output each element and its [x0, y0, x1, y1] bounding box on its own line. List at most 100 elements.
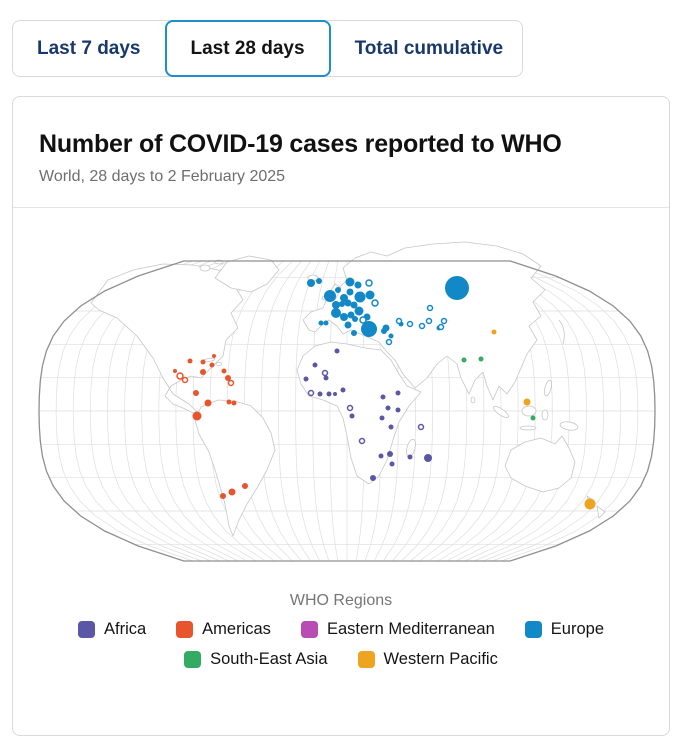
map-bubble-americas[interactable] — [228, 488, 236, 496]
map-bubble-europe[interactable] — [307, 279, 315, 287]
map-bubble-europe[interactable] — [371, 299, 379, 307]
map-bubble-americas[interactable] — [193, 390, 199, 396]
map-bubble-europe[interactable] — [354, 281, 362, 289]
map-bubble-europe[interactable] — [385, 338, 393, 346]
legend-label-eastern-mediterranean: Eastern Mediterranean — [326, 620, 495, 638]
map-bubble-americas[interactable] — [176, 372, 184, 380]
map-bubble-americas[interactable] — [225, 375, 231, 381]
map-bubble-europe[interactable] — [345, 277, 355, 287]
map-bubble-americas[interactable] — [212, 354, 216, 358]
map-bubble-americas[interactable] — [221, 368, 227, 374]
map-bubble-western-pacific[interactable] — [523, 398, 531, 406]
map-bubble-africa[interactable] — [387, 451, 393, 457]
map-bubble-europe[interactable] — [361, 321, 377, 337]
map-bubble-africa[interactable] — [307, 389, 315, 397]
map-bubble-western-pacific[interactable] — [491, 329, 497, 335]
continent-australia — [504, 435, 576, 493]
map-bubble-europe[interactable] — [354, 306, 364, 316]
map-bubble-africa[interactable] — [333, 392, 337, 396]
map-bubble-africa[interactable] — [378, 453, 384, 459]
map-bubble-americas[interactable] — [181, 376, 189, 384]
map-bubble-europe[interactable] — [318, 320, 324, 326]
map-bubble-europe[interactable] — [332, 301, 340, 309]
map-bubble-europe[interactable] — [406, 320, 414, 328]
map-bubble-americas[interactable] — [200, 359, 206, 365]
map-bubble-africa[interactable] — [349, 413, 355, 419]
map-bubble-americas[interactable] — [220, 493, 226, 499]
map-bubble-europe[interactable] — [347, 311, 355, 319]
map-bubble-south-east-asia[interactable] — [530, 415, 536, 421]
tab-last-28-days[interactable]: Last 28 days — [164, 20, 331, 77]
map-bubble-europe[interactable] — [344, 299, 352, 307]
map-bubble-europe[interactable] — [440, 317, 448, 325]
map-bubble-europe[interactable] — [388, 333, 394, 339]
map-bubble-europe[interactable] — [350, 301, 358, 309]
map-bubble-americas[interactable] — [209, 362, 215, 368]
map-bubble-europe[interactable] — [346, 288, 354, 296]
map-bubble-europe[interactable] — [340, 313, 348, 321]
map-bubbles — [173, 276, 596, 510]
map-bubble-africa[interactable] — [388, 424, 394, 430]
map-bubble-europe[interactable] — [354, 291, 366, 303]
map-bubble-africa[interactable] — [321, 369, 329, 377]
map-bubble-americas[interactable] — [173, 369, 177, 373]
map-bubble-europe[interactable] — [335, 287, 341, 293]
map-bubble-africa[interactable] — [380, 394, 386, 400]
map-bubble-europe[interactable] — [365, 279, 373, 287]
map-bubble-americas[interactable] — [200, 369, 206, 375]
map-bubble-europe[interactable] — [316, 278, 322, 284]
map-bubble-europe[interactable] — [425, 317, 433, 325]
map-bubble-americas[interactable] — [187, 358, 193, 364]
map-bubble-europe[interactable] — [339, 301, 345, 307]
map-bubble-americas[interactable] — [231, 400, 237, 406]
map-bubble-south-east-asia[interactable] — [461, 357, 467, 363]
map-bubble-africa[interactable] — [346, 404, 354, 412]
map-bubble-africa[interactable] — [334, 348, 340, 354]
map-bubble-africa[interactable] — [340, 387, 346, 393]
legend-item-south-east-asia: South-East Asia — [184, 650, 328, 669]
map-bubble-africa[interactable] — [385, 405, 391, 411]
map-bubble-western-pacific[interactable] — [584, 498, 596, 510]
tab-last-7-days[interactable]: Last 7 days — [37, 37, 141, 59]
map-bubble-europe[interactable] — [426, 304, 434, 312]
map-bubble-africa[interactable] — [379, 415, 385, 421]
map-bubble-europe[interactable] — [352, 316, 358, 322]
map-bubble-europe[interactable] — [344, 321, 352, 329]
map-bubble-africa[interactable] — [303, 376, 309, 382]
map-bubble-europe[interactable] — [437, 323, 445, 331]
island-new-guinea — [559, 421, 579, 431]
map-bubble-africa[interactable] — [370, 475, 376, 481]
map-bubble-americas[interactable] — [242, 483, 248, 489]
map-bubble-europe[interactable] — [351, 330, 357, 336]
map-bubble-africa[interactable] — [358, 437, 366, 445]
map-bubble-africa[interactable] — [407, 454, 413, 460]
map-bubble-africa[interactable] — [326, 391, 332, 397]
map-bubble-europe[interactable] — [323, 320, 329, 326]
map-bubble-europe[interactable] — [418, 322, 426, 330]
map-bubble-africa[interactable] — [395, 390, 401, 396]
map-bubble-africa[interactable] — [312, 362, 318, 368]
map-bubble-africa[interactable] — [424, 454, 432, 462]
map-bubble-europe[interactable] — [365, 290, 375, 300]
report-card: Number of COVID-19 cases reported to WHO… — [12, 96, 670, 736]
island-japan — [558, 319, 565, 345]
map-bubble-europe[interactable] — [340, 294, 348, 302]
map-bubble-europe[interactable] — [331, 308, 341, 318]
map-bubble-europe[interactable] — [324, 290, 336, 302]
map-bubble-europe[interactable] — [395, 317, 403, 325]
map-bubble-africa[interactable] — [395, 407, 401, 413]
map-bubble-africa[interactable] — [323, 375, 329, 381]
continent-eurasia — [302, 241, 546, 401]
map-bubble-americas[interactable] — [227, 379, 235, 387]
map-bubble-europe[interactable] — [381, 328, 387, 334]
map-bubble-americas[interactable] — [226, 399, 232, 405]
map-bubble-africa[interactable] — [317, 391, 323, 397]
map-bubble-americas[interactable] — [204, 399, 212, 407]
map-bubble-africa[interactable] — [389, 461, 395, 467]
map-bubble-europe[interactable] — [445, 276, 469, 300]
map-bubble-africa[interactable] — [417, 423, 425, 431]
map-bubble-americas[interactable] — [192, 411, 202, 421]
map-bubble-south-east-asia[interactable] — [478, 356, 484, 362]
tab-total-cumulative[interactable]: Total cumulative — [354, 37, 504, 59]
map-bubble-europe[interactable] — [359, 316, 367, 324]
